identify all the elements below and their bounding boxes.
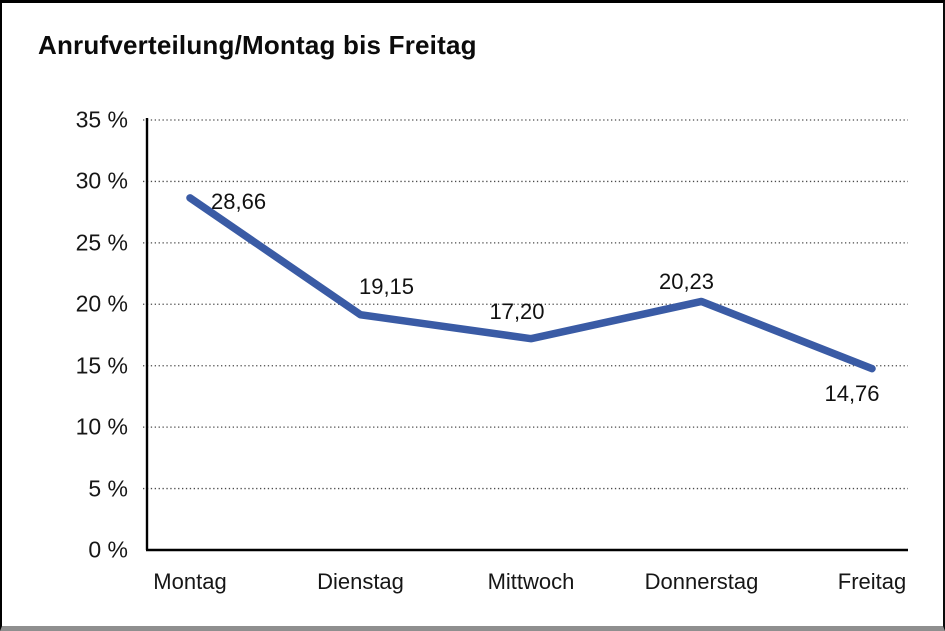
y-axis-label: 0 % [88,536,128,563]
y-axis-label: 25 % [75,229,128,256]
y-axis-label: 30 % [75,167,128,194]
data-point-label: 14,76 [824,380,880,406]
y-axis-label: 20 % [75,290,128,317]
data-series-line [186,194,876,373]
data-point-label: 17,20 [489,298,545,324]
line-chart-canvas [143,118,908,552]
x-axis-label: Montag [153,569,227,594]
x-axis-label: Dienstag [317,569,404,594]
y-axis-label: 15 % [75,352,128,379]
y-axis-label: 35 % [75,106,128,133]
data-point-label: 19,15 [358,273,415,299]
data-point-label: 28,66 [211,188,267,214]
y-axis-label: 5 % [88,475,128,502]
data-point-label: 20,23 [658,269,715,295]
x-axis-label: Freitag [837,569,907,594]
x-axis-label: Mittwoch [487,569,575,594]
y-axis-label: 10 % [75,413,128,440]
chart-title: Anrufverteilung/Montag bis Freitag [38,30,477,60]
x-axis-label: Donnerstag [644,569,759,594]
